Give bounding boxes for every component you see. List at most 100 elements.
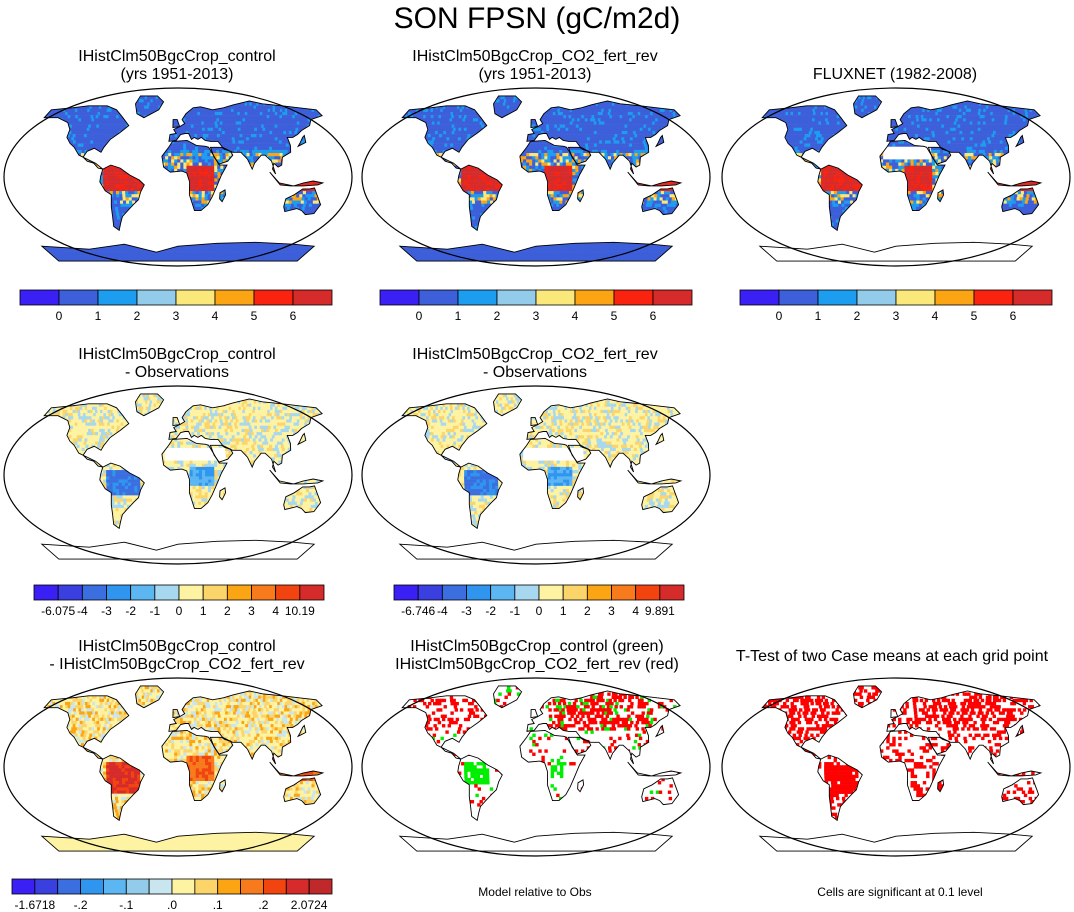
- colorbar-tick-label: 1: [200, 604, 207, 618]
- panel-1-title-line1: IHistClm50BgcCrop_control: [12, 48, 342, 66]
- panel-7-title-line1: IHistClm50BgcCrop_control (green): [362, 638, 712, 656]
- colorbar-swatch: [57, 878, 81, 895]
- colorbar-tick-label: 6: [650, 309, 657, 323]
- colorbar-swatch: [895, 289, 936, 306]
- colorbar-swatch: [285, 878, 310, 895]
- map-fluxnet: [721, 87, 1071, 267]
- colorbar-swatch: [226, 584, 252, 601]
- colorbar-swatch: [635, 584, 661, 601]
- colorbar-tick-label: 2: [584, 604, 591, 618]
- colorbar-swatch: [393, 584, 419, 601]
- panel-5-title-line1: IHistClm50BgcCrop_CO2_fert_rev: [370, 346, 700, 364]
- panel-2-title-line1: IHistClm50BgcCrop_CO2_fert_rev: [370, 48, 700, 66]
- colorbar-swatch: [217, 878, 241, 895]
- colorbar-swatch: [154, 584, 180, 601]
- note-significance: Cells are significant at 0.1 level: [760, 885, 1040, 899]
- colorbar-tick-label: 2.0724: [291, 898, 328, 912]
- colorbar-tick-label: 0: [416, 309, 423, 323]
- colorbar-swatch: [417, 584, 443, 601]
- colorbar-absolute-3: 0 1 2 3 4 5 6: [739, 289, 1053, 323]
- colorbar-swatch: [130, 584, 156, 601]
- colorbar-swatch: [202, 584, 228, 601]
- colorbar-tick-label: 5: [971, 309, 978, 323]
- colorbar-swatch: [457, 289, 498, 306]
- map-co2-fert-rev: [361, 87, 711, 267]
- panel-7-title: IHistClm50BgcCrop_control (green) IHistC…: [362, 638, 712, 674]
- colorbar-swatch: [613, 289, 654, 306]
- panel-4-title-line2: - Observations: [12, 364, 342, 382]
- colorbar-swatch: [194, 878, 219, 895]
- colorbar-tick-label: 4: [632, 604, 639, 618]
- panel-6-title: IHistClm50BgcCrop_control - IHistClm50Bg…: [12, 638, 342, 674]
- colorbar-swatch: [299, 584, 325, 601]
- note-model-relative: Model relative to Obs: [410, 885, 660, 899]
- colorbar-swatch: [535, 289, 576, 306]
- map-green-red-compare: [361, 677, 711, 857]
- colorbar-swatch: [251, 584, 277, 601]
- colorbar-tick-label: 2: [224, 604, 231, 618]
- colorbar-swatch: [611, 584, 637, 601]
- colorbar-tick-label: -1: [149, 604, 160, 618]
- colorbar-swatch: [496, 289, 537, 306]
- panel-2-title-line2: (yrs 1951-2013): [370, 66, 700, 84]
- map-control-minus-co2: [3, 677, 353, 857]
- colorbar-swatch: [171, 878, 196, 895]
- colorbar-tick-label: 1: [455, 309, 462, 323]
- colorbar-swatch: [574, 289, 615, 306]
- colorbar-tick-label: -2: [125, 604, 136, 618]
- colorbar-tick-label: 3: [533, 309, 540, 323]
- colorbar-tick-label: .1: [213, 898, 223, 912]
- colorbar-swatch: [57, 584, 83, 601]
- colorbar-tick-label: 0: [536, 604, 543, 618]
- colorbar-tick-label: 2: [134, 309, 141, 323]
- panel-4-title: IHistClm50BgcCrop_control - Observations: [12, 346, 342, 382]
- colorbar-swatch: [514, 584, 540, 601]
- colorbar-tick-label: 0: [776, 309, 783, 323]
- colorbar-swatch: [973, 289, 1014, 306]
- colorbar-swatch: [97, 289, 138, 306]
- colorbar-bias-control: -6.075 -4 -3 -2 -1 0 1 2 3 4 10.19: [33, 584, 325, 618]
- colorbar-swatch: [739, 289, 780, 306]
- map-t-test: [721, 677, 1071, 857]
- colorbar-swatch: [586, 584, 612, 601]
- colorbar-swatch: [175, 289, 216, 306]
- colorbar-swatch: [817, 289, 858, 306]
- colorbar-tick-label: 4: [212, 309, 219, 323]
- colorbar-tick-label: 1: [815, 309, 822, 323]
- colorbar-tick-label: -.2: [74, 898, 88, 912]
- colorbar-tick-label: 4: [272, 604, 279, 618]
- colorbar-swatch: [1012, 289, 1053, 306]
- colorbar-swatch: [103, 878, 127, 895]
- colorbar-swatch: [856, 289, 897, 306]
- colorbar-swatch: [58, 289, 99, 306]
- colorbar-tick-label: -1.6718: [15, 898, 56, 912]
- colorbar-tick-label: 3: [608, 604, 615, 618]
- colorbar-swatch: [275, 584, 301, 601]
- colorbar-tick-label: 0: [176, 604, 183, 618]
- colorbar-swatch: [148, 878, 173, 895]
- colorbar-bias-co2: -6.746 -4 -3 -2 -1 0 1 2 3 4 9.891: [393, 584, 685, 618]
- panel-3-title-line1: FLUXNET (1982-2008): [725, 66, 1065, 84]
- colorbar-tick-label: 5: [251, 309, 258, 323]
- colorbar-tick-label: -3: [101, 604, 112, 618]
- colorbar-tick-label: .2: [258, 898, 268, 912]
- panel-8-title: T-Test of two Case means at each grid po…: [712, 648, 1072, 666]
- colorbar-swatch: [214, 289, 255, 306]
- colorbar-tick-label: 3: [173, 309, 180, 323]
- panel-8-title-line1: T-Test of two Case means at each grid po…: [712, 648, 1072, 666]
- colorbar-swatch: [253, 289, 294, 306]
- colorbar-absolute-1: 0 1 2 3 4 5 6: [19, 289, 333, 323]
- panel-2-title: IHistClm50BgcCrop_CO2_fert_rev (yrs 1951…: [370, 48, 700, 84]
- colorbar-tick-label: -4: [437, 604, 448, 618]
- colorbar-tick-label: 1: [95, 309, 102, 323]
- colorbar-swatch: [934, 289, 975, 306]
- panel-6-title-line1: IHistClm50BgcCrop_control: [12, 638, 342, 656]
- panel-5-title-line2: - Observations: [370, 364, 700, 382]
- colorbar-tick-label: -2: [485, 604, 496, 618]
- colorbar-swatch: [466, 584, 492, 601]
- colorbar-swatch: [81, 584, 107, 601]
- colorbar-tick-label: 4: [932, 309, 939, 323]
- colorbar-swatch: [19, 289, 60, 306]
- colorbar-swatch: [441, 584, 467, 601]
- colorbar-tick-label: 1: [560, 604, 567, 618]
